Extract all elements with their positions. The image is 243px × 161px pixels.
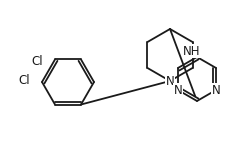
Text: Cl: Cl <box>18 74 30 86</box>
Text: N: N <box>166 75 174 87</box>
Text: N: N <box>212 84 220 96</box>
Text: Cl: Cl <box>31 55 43 68</box>
Text: NH: NH <box>183 44 201 57</box>
Text: N: N <box>174 84 182 96</box>
